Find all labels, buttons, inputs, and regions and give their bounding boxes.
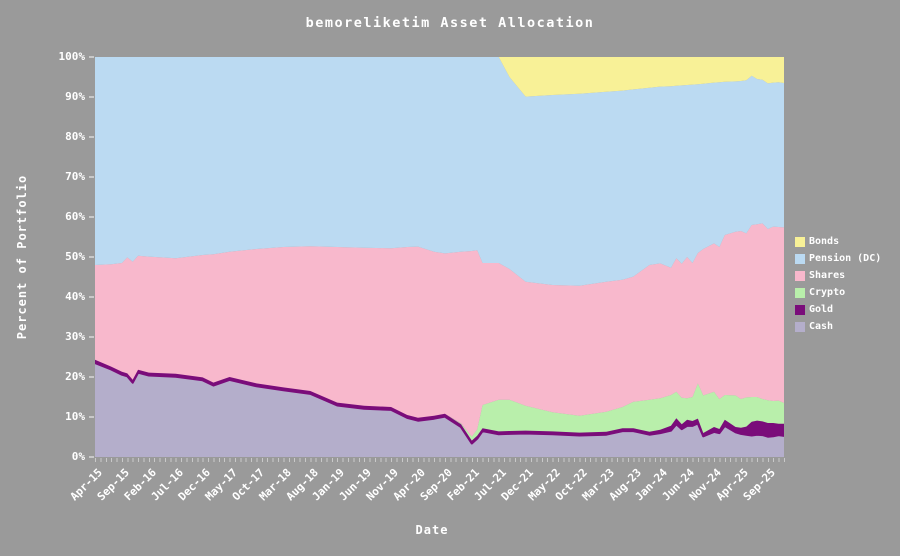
- legend: Bonds Pension (DC) Shares Crypto Gold Cash: [795, 233, 881, 335]
- legend-item: Shares: [795, 267, 881, 284]
- y-tick-label: 20%: [65, 370, 85, 383]
- y-tick-label: 0%: [71, 450, 85, 463]
- legend-swatch: [795, 287, 805, 298]
- y-tick-label: 80%: [65, 130, 85, 143]
- chart-title: bemoreliketim Asset Allocation: [305, 15, 595, 31]
- legend-swatch: [795, 236, 805, 247]
- area-pension: [95, 57, 784, 286]
- y-tick-mark: [89, 456, 94, 458]
- y-tick-mark: [89, 256, 94, 258]
- y-tick-label: 70%: [65, 170, 85, 183]
- legend-label: Shares: [809, 270, 846, 281]
- x-axis-label: Date: [415, 523, 449, 537]
- legend-label: Pension (DC): [809, 253, 882, 264]
- y-tick-mark: [89, 96, 94, 98]
- area-crypto: [95, 359, 784, 441]
- legend-label: Gold: [809, 304, 834, 315]
- legend-label: Bonds: [809, 236, 840, 247]
- x-axis-minor-ticks: [95, 458, 785, 462]
- legend-swatch: [795, 304, 805, 315]
- y-tick-mark: [89, 56, 94, 58]
- y-tick-mark: [89, 336, 94, 338]
- y-tick-label: 10%: [65, 410, 85, 423]
- legend-label: Crypto: [809, 287, 846, 298]
- legend-item: Pension (DC): [795, 250, 881, 267]
- legend-label: Cash: [809, 321, 834, 332]
- legend-swatch: [795, 270, 805, 281]
- legend-item: Bonds: [795, 233, 881, 250]
- legend-item: Gold: [795, 301, 881, 318]
- stacked-area-chart: [95, 57, 784, 457]
- legend-swatch: [795, 321, 805, 332]
- y-tick-label: 90%: [65, 90, 85, 103]
- y-tick-label: 60%: [65, 210, 85, 223]
- legend-item: Cash: [795, 318, 881, 335]
- y-tick-mark: [89, 216, 94, 218]
- y-tick-label: 100%: [58, 50, 86, 63]
- y-axis-label: Percent of Portfolio: [15, 174, 29, 340]
- y-tick-mark: [89, 416, 94, 418]
- y-tick-mark: [89, 296, 94, 298]
- legend-swatch: [795, 253, 805, 264]
- y-tick-mark: [89, 376, 94, 378]
- y-tick-label: 40%: [65, 290, 85, 303]
- y-tick-label: 50%: [65, 250, 85, 263]
- area-bonds: [95, 57, 784, 97]
- legend-item: Crypto: [795, 284, 881, 301]
- y-tick-mark: [89, 176, 94, 178]
- y-tick-mark: [89, 136, 94, 138]
- y-tick-label: 30%: [65, 330, 85, 343]
- area-shares: [95, 223, 784, 437]
